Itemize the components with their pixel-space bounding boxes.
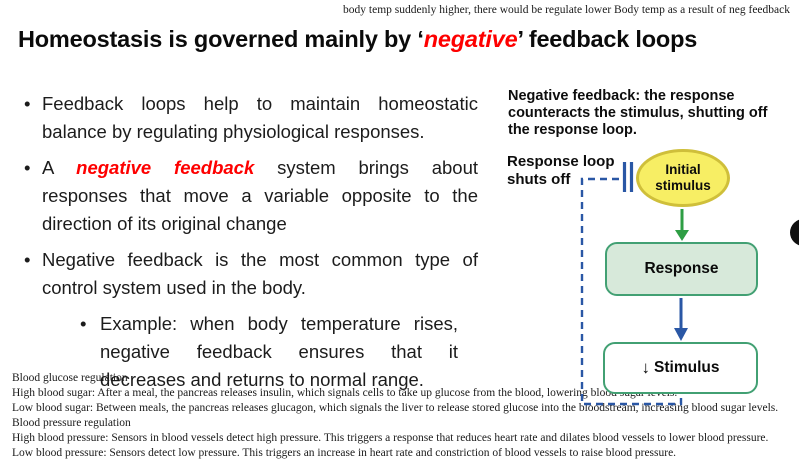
bullet-item-1: • Feedback loops help to maintain homeos… <box>22 90 478 146</box>
response-label: Response <box>644 260 719 277</box>
note-line: High blood sugar: After a meal, the panc… <box>12 387 678 399</box>
note-line: High blood pressure: Sensors in blood ve… <box>12 432 769 444</box>
bullet2-highlight: negative feedback <box>76 157 255 178</box>
initial-stimulus-node: Initial stimulus <box>636 149 730 207</box>
stimulus-node: ↓ Stimulus <box>603 342 758 394</box>
note-line: Low blood sugar: Between meals, the panc… <box>12 402 779 414</box>
down-arrow-icon: ↓ <box>641 358 651 377</box>
bullet-item-3: • Negative feedback is the most common t… <box>22 246 478 302</box>
bullet-text: Negative feedback is the most common typ… <box>42 249 478 298</box>
diagram-caption: Negative feedback: the response countera… <box>508 88 772 139</box>
diagram-caption-label: Negative feedback: <box>508 88 641 104</box>
blue-arrowhead-icon <box>674 328 688 341</box>
title-highlight: negative <box>423 26 518 52</box>
bullet-marker: • <box>80 313 87 334</box>
diagram-caption-text: the response counteracts the stimulus, s… <box>508 88 768 138</box>
note-line: Blood glucose regulation <box>12 372 128 384</box>
green-arrowhead-icon <box>675 230 689 241</box>
bullet-item-4-sub: • Example: when body temperature rises, … <box>78 310 458 394</box>
initial-stimulus-label: Initial stimulus <box>655 162 711 193</box>
inhibition-bars-icon <box>622 162 634 192</box>
response-loop-shuts-off-label: Response loop shuts off <box>507 153 615 188</box>
bullet-item-2: • A negative feedback system brings abou… <box>22 154 478 238</box>
note-line: Low blood pressure: Sensors detect low p… <box>12 447 677 459</box>
bullet-text: Example: when body temperature rises, ne… <box>100 313 458 390</box>
bullet-marker: • <box>24 157 31 178</box>
bullet-marker: • <box>24 93 31 114</box>
bullet-text: Feedback loops help to maintain homeosta… <box>42 93 478 142</box>
note-line: Blood pressure regulation <box>12 417 131 429</box>
bullet2-pre: A <box>42 157 77 178</box>
stimulus-label: Stimulus <box>654 359 720 376</box>
slide-title: Homeostasis is governed mainly by ‘negat… <box>18 26 788 53</box>
bullet-list: • Feedback loops help to maintain homeos… <box>22 90 478 402</box>
bullet2-post: system brings about responses that move … <box>42 157 478 234</box>
response-node: Response <box>605 242 758 296</box>
title-text-pre: Homeostasis is governed mainly by ‘ <box>18 26 424 52</box>
bullet-text: A negative feedback system brings about … <box>42 154 478 238</box>
clipped-black-circle <box>790 219 799 246</box>
handwritten-note: body temp suddenly higher, there would b… <box>343 4 790 16</box>
title-text-post: ’ feedback loops <box>517 26 698 52</box>
bullet-marker: • <box>24 249 31 270</box>
